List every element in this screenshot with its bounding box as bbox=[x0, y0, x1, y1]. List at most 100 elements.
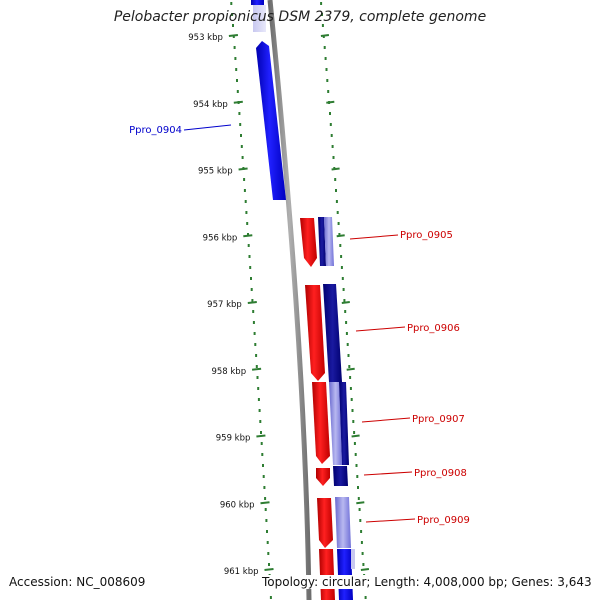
genome-title: Pelobacter propionicus DSM 2379, complet… bbox=[113, 9, 487, 25]
scale-tick-mark bbox=[238, 167, 248, 171]
leader-ppro-0906 bbox=[355, 326, 406, 332]
scale-tick-label: 953 kbp bbox=[188, 33, 223, 43]
scale-dot bbox=[241, 156, 244, 159]
track-dot bbox=[355, 464, 358, 467]
scale-dot bbox=[251, 299, 254, 302]
gene-ppro-0907-hit-a bbox=[329, 382, 342, 465]
track-dot bbox=[329, 112, 331, 115]
scale-dot bbox=[261, 453, 264, 456]
scale-dot bbox=[250, 277, 252, 280]
gene-label-ppro-0907[interactable]: Ppro_0907 bbox=[412, 414, 465, 425]
track-dot bbox=[353, 431, 356, 434]
scale-dot bbox=[265, 519, 268, 522]
track-dot bbox=[339, 244, 342, 247]
gene-ppro-0908[interactable] bbox=[316, 468, 330, 486]
scale-dot bbox=[247, 233, 249, 236]
scale-dot bbox=[257, 398, 260, 401]
scale-dot bbox=[233, 46, 236, 49]
scale-dot bbox=[262, 475, 265, 478]
scale-dot bbox=[235, 68, 238, 71]
track-dot bbox=[341, 277, 344, 280]
track-dot bbox=[353, 442, 356, 445]
scale-dot bbox=[268, 563, 270, 566]
scale-dot bbox=[260, 442, 263, 445]
scale-dot bbox=[252, 321, 255, 324]
scale-tick-label: 959 kbp bbox=[216, 434, 251, 444]
track-dot bbox=[349, 387, 352, 390]
gene-ppro-0903-light bbox=[253, 5, 266, 32]
scale-tick-mark bbox=[256, 434, 266, 438]
leader-ppro-0908 bbox=[363, 471, 413, 476]
track-dot bbox=[347, 354, 350, 357]
track-dot bbox=[360, 541, 363, 544]
scale-tick-mark bbox=[260, 501, 270, 505]
track-dot bbox=[321, 24, 324, 27]
scale-dot bbox=[269, 596, 272, 599]
leader-ppro-0904 bbox=[183, 124, 232, 131]
track-tick-mark bbox=[346, 367, 355, 371]
track-dot bbox=[331, 145, 334, 148]
track-dot bbox=[323, 46, 326, 49]
gene-ppro-0904[interactable] bbox=[256, 41, 286, 200]
gene-label-ppro-0906[interactable]: Ppro_0906 bbox=[407, 323, 460, 334]
genome-backbone bbox=[267, 0, 312, 601]
track-dot bbox=[360, 530, 363, 533]
track-dot bbox=[329, 123, 332, 126]
track-dot bbox=[324, 57, 327, 60]
gene-ppro-0910-hit-light bbox=[351, 549, 355, 569]
track-dot bbox=[361, 552, 364, 555]
scale-dot bbox=[256, 376, 259, 379]
scale-dot bbox=[243, 189, 246, 192]
gene-ppro-0903-partial[interactable] bbox=[251, 0, 264, 5]
gene-ppro-0906-hit bbox=[323, 284, 342, 382]
track-dot bbox=[359, 519, 362, 522]
scale-tick-mark bbox=[228, 34, 239, 37]
track-dot bbox=[325, 68, 328, 71]
gene-ppro-0906[interactable] bbox=[305, 285, 325, 381]
scale-dot bbox=[240, 134, 242, 137]
gene-label-ppro-0909[interactable]: Ppro_0909 bbox=[417, 515, 470, 526]
scale-tick-label: 954 kbp bbox=[193, 100, 228, 110]
scale-dot bbox=[264, 508, 267, 511]
track-dot bbox=[321, 13, 323, 16]
gene-label-ppro-0904[interactable]: Ppro_0904 bbox=[129, 125, 182, 136]
scale-dot bbox=[260, 431, 262, 434]
gene-ppro-0909[interactable] bbox=[317, 498, 333, 548]
scale-dot bbox=[262, 464, 264, 467]
track-dot bbox=[358, 508, 361, 511]
gene-track-outline bbox=[320, 2, 367, 599]
scale-dot bbox=[255, 365, 258, 368]
track-dot bbox=[348, 365, 351, 368]
track-dot bbox=[349, 376, 352, 379]
scale-tick-mark bbox=[243, 234, 253, 238]
scale-dot bbox=[244, 200, 247, 203]
gene-ppro-0905-hit-b bbox=[324, 217, 334, 266]
track-dot bbox=[362, 563, 365, 566]
leader-ppro-0905 bbox=[349, 234, 399, 240]
scale-tick-mark bbox=[233, 100, 243, 104]
scale-dot bbox=[266, 541, 269, 544]
scale-dot bbox=[234, 57, 237, 60]
gene-ppro-0905[interactable] bbox=[300, 218, 317, 267]
gene-label-ppro-0905[interactable]: Ppro_0905 bbox=[400, 230, 453, 241]
accession-label: Accession: NC_008609 bbox=[9, 575, 148, 589]
track-dot bbox=[357, 497, 360, 500]
gene-label-ppro-0908[interactable]: Ppro_0908 bbox=[414, 468, 467, 479]
track-dot bbox=[335, 200, 338, 203]
scale-dot bbox=[250, 288, 253, 291]
scale-tick-label: 956 kbp bbox=[203, 233, 238, 243]
scale-dot bbox=[230, 2, 233, 5]
gene-ppro-0907[interactable] bbox=[312, 382, 330, 464]
track-dot bbox=[352, 420, 355, 423]
gene-ppro-0905-hit-a bbox=[318, 217, 326, 266]
scale-dot bbox=[232, 35, 235, 38]
scale-tick-mark bbox=[251, 367, 262, 371]
track-dot bbox=[326, 79, 329, 82]
scale-dot bbox=[266, 530, 268, 533]
track-dot bbox=[356, 475, 359, 478]
scale-dot bbox=[236, 90, 239, 93]
genome-summary: Topology: circular; Length: 4,008,000 bp… bbox=[262, 575, 594, 589]
track-dot bbox=[338, 233, 341, 236]
track-dot bbox=[345, 321, 348, 324]
